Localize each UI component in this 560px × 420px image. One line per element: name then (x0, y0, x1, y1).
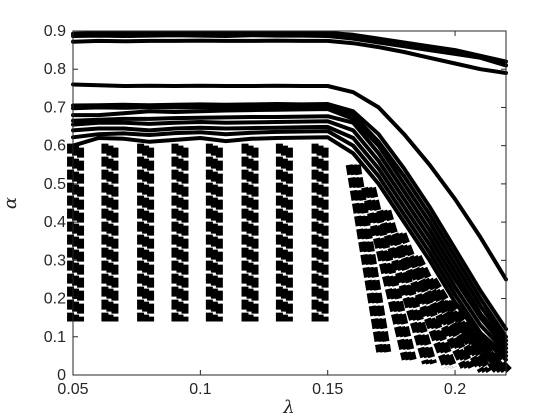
x-axis-label: λ (282, 397, 294, 418)
x-tick-label: 0.2 (444, 381, 466, 398)
x-tick-label: 0.05 (57, 381, 88, 398)
series-line (71, 38, 508, 75)
x-tick-label: 0.15 (312, 381, 343, 398)
y-tick-label: 0.4 (44, 214, 66, 231)
series-line (71, 33, 508, 68)
dashed-curve (353, 164, 392, 353)
dashed-curve (464, 322, 513, 374)
series-line (71, 107, 508, 343)
series-line (71, 119, 508, 351)
y-tick-label: 0 (57, 367, 66, 384)
dashed-curve (391, 232, 450, 369)
dashed-curve (365, 186, 413, 361)
x-tick-label: 0.1 (189, 381, 211, 398)
series-line (71, 114, 508, 347)
dashed-curve (411, 254, 471, 369)
dashed-curves (345, 164, 513, 374)
series-line (71, 82, 508, 282)
y-tick-label: 0.8 (44, 61, 66, 78)
series-line (71, 105, 508, 339)
dashed-curve (345, 164, 384, 353)
plot-frame (72, 30, 507, 376)
series-line (71, 129, 508, 358)
series-lines (71, 30, 508, 362)
dashed-curve (361, 186, 409, 361)
y-tick-label: 0.5 (44, 176, 66, 193)
series-line (71, 135, 508, 362)
dashed-curve (376, 209, 429, 365)
series-line (71, 124, 508, 355)
dashed-curve (395, 232, 454, 369)
dashed-curve (380, 209, 433, 365)
y-axis-label: α (0, 197, 21, 209)
dashed-curve (349, 164, 388, 353)
dashed-curve (415, 254, 475, 369)
y-tick-label: 0.1 (44, 329, 66, 346)
y-tick-label: 0.7 (44, 99, 66, 116)
dashed-curve (407, 254, 467, 369)
y-tick-label: 0.6 (44, 138, 66, 155)
y-tick-label: 0.9 (44, 23, 66, 40)
y-tick-label: 0.3 (44, 252, 66, 269)
series-line (71, 102, 508, 332)
series-line (71, 30, 508, 64)
axis-ticks: 0.05 0.1 0.15 0.2 0 0.1 0.2 0.3 0.4 0.5 0.6 0.7 0.8 0… (44, 23, 506, 398)
y-tick-label: 0.2 (44, 291, 66, 308)
dashed-columns (67, 143, 329, 322)
